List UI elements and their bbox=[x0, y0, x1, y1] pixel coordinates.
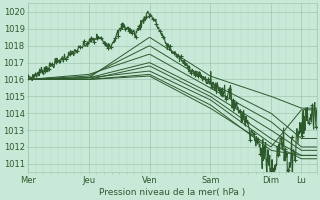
X-axis label: Pression niveau de la mer( hPa ): Pression niveau de la mer( hPa ) bbox=[99, 188, 245, 197]
